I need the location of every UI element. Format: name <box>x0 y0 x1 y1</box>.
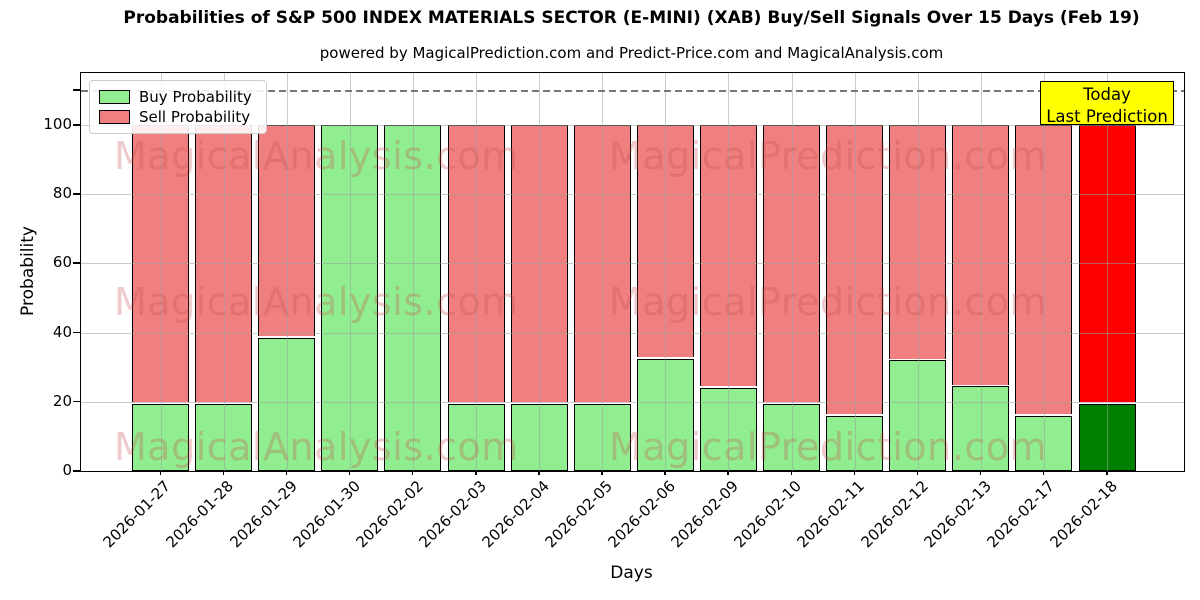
chart-title: Probabilities of S&P 500 INDEX MATERIALS… <box>123 8 1140 28</box>
x-tick-label: 2026-02-05 <box>541 477 616 552</box>
y-tick-mark-threshold <box>73 89 80 91</box>
watermark-analysis-3: MagicalAnalysis.com <box>114 425 519 469</box>
legend-item-sell: Sell Probability <box>99 107 252 127</box>
x-tick-label: 2026-02-18 <box>1046 477 1121 552</box>
x-tick-mark <box>727 470 729 475</box>
x-tick-label: 2026-02-02 <box>352 477 427 552</box>
gridline-horizontal <box>81 263 1184 265</box>
today-annotation-line1: Today <box>1083 85 1131 104</box>
watermark-prediction-3: MagicalPrediction.com <box>609 425 1047 469</box>
gridline-vertical <box>665 73 667 471</box>
threshold-dashed-line <box>81 90 1184 92</box>
gridline-horizontal <box>81 124 1184 126</box>
y-tick-mark <box>73 470 80 472</box>
gridline-vertical <box>602 73 604 471</box>
plot-area: MagicalAnalysis.com MagicalPrediction.co… <box>80 72 1185 472</box>
gridline-horizontal <box>81 194 1184 196</box>
gridline-vertical <box>286 73 288 471</box>
gridline-vertical <box>728 73 730 471</box>
gridline-vertical <box>223 73 225 471</box>
y-tick-mark <box>73 331 80 334</box>
x-tick-label: 2026-02-12 <box>857 477 932 552</box>
legend-label-sell: Sell Probability <box>139 108 251 126</box>
gridline-vertical <box>476 73 477 471</box>
x-tick-mark <box>411 470 414 475</box>
x-tick-label: 2026-02-09 <box>667 477 743 552</box>
watermark-analysis-1: MagicalAnalysis.com <box>114 134 519 178</box>
x-tick-label: 2026-02-17 <box>983 477 1058 552</box>
y-tick-mark <box>73 123 80 126</box>
gridline-vertical <box>917 73 919 471</box>
watermark-prediction-2: MagicalPrediction.com <box>609 280 1047 324</box>
gridline-vertical <box>1107 73 1108 471</box>
gridline-vertical <box>791 73 793 471</box>
today-annotation-box: Today Last Prediction <box>1040 81 1174 126</box>
x-tick-label: 2026-02-04 <box>478 477 553 552</box>
x-axis-label: Days <box>610 563 653 583</box>
gridline-vertical <box>1043 73 1045 471</box>
gridline-vertical <box>412 73 414 471</box>
x-tick-label: 2026-01-28 <box>162 477 238 552</box>
x-tick-mark <box>348 470 351 475</box>
legend-item-buy: Buy Probability <box>99 87 252 107</box>
x-tick-mark <box>222 470 225 475</box>
x-tick-mark <box>790 470 793 475</box>
chart-subtitle: powered by MagicalPrediction.com and Pre… <box>319 44 944 62</box>
gridline-vertical <box>854 73 856 471</box>
x-tick-mark <box>1106 470 1108 475</box>
legend-label-buy: Buy Probability <box>139 88 252 106</box>
buy-color-swatch <box>99 90 130 104</box>
y-tick-label: 40 <box>52 322 72 341</box>
gridline-horizontal <box>81 332 1184 334</box>
gridline-vertical <box>539 73 541 471</box>
y-tick-label: 80 <box>52 184 72 203</box>
x-tick-mark <box>285 470 288 475</box>
x-tick-label: 2026-02-10 <box>730 477 806 552</box>
x-tick-label: 2026-02-03 <box>415 477 490 552</box>
today-annotation-line2: Last Prediction <box>1046 107 1168 126</box>
x-tick-mark <box>159 470 162 475</box>
x-tick-label: 2026-02-11 <box>793 477 869 552</box>
x-tick-mark <box>538 470 540 475</box>
y-tick-mark <box>73 193 80 195</box>
x-tick-label: 2026-01-29 <box>226 477 301 552</box>
x-tick-mark <box>916 470 919 475</box>
y-tick-mark <box>73 262 80 264</box>
x-tick-mark <box>853 470 856 475</box>
x-tick-label: 2026-02-06 <box>604 477 680 552</box>
y-tick-label: 0 <box>62 461 72 479</box>
x-tick-label: 2026-01-27 <box>99 477 175 552</box>
watermark-prediction-1: MagicalPrediction.com <box>609 134 1047 178</box>
y-tick-label: 60 <box>52 253 72 272</box>
x-tick-mark <box>1042 470 1045 475</box>
sell-color-swatch <box>99 110 130 124</box>
y-tick-label: 100 <box>43 114 72 133</box>
gridline-vertical <box>160 73 162 471</box>
gridline-vertical <box>349 73 351 471</box>
legend: Buy Probability Sell Probability <box>89 80 267 134</box>
gridline-horizontal <box>81 401 1184 403</box>
y-tick-label: 20 <box>52 391 72 410</box>
x-tick-mark <box>475 470 477 475</box>
gridline-vertical <box>980 73 982 471</box>
y-tick-mark <box>73 400 80 403</box>
x-tick-mark <box>601 470 603 475</box>
watermark-analysis-2: MagicalAnalysis.com <box>114 280 519 324</box>
x-tick-mark <box>664 470 666 475</box>
x-tick-mark <box>979 470 982 475</box>
